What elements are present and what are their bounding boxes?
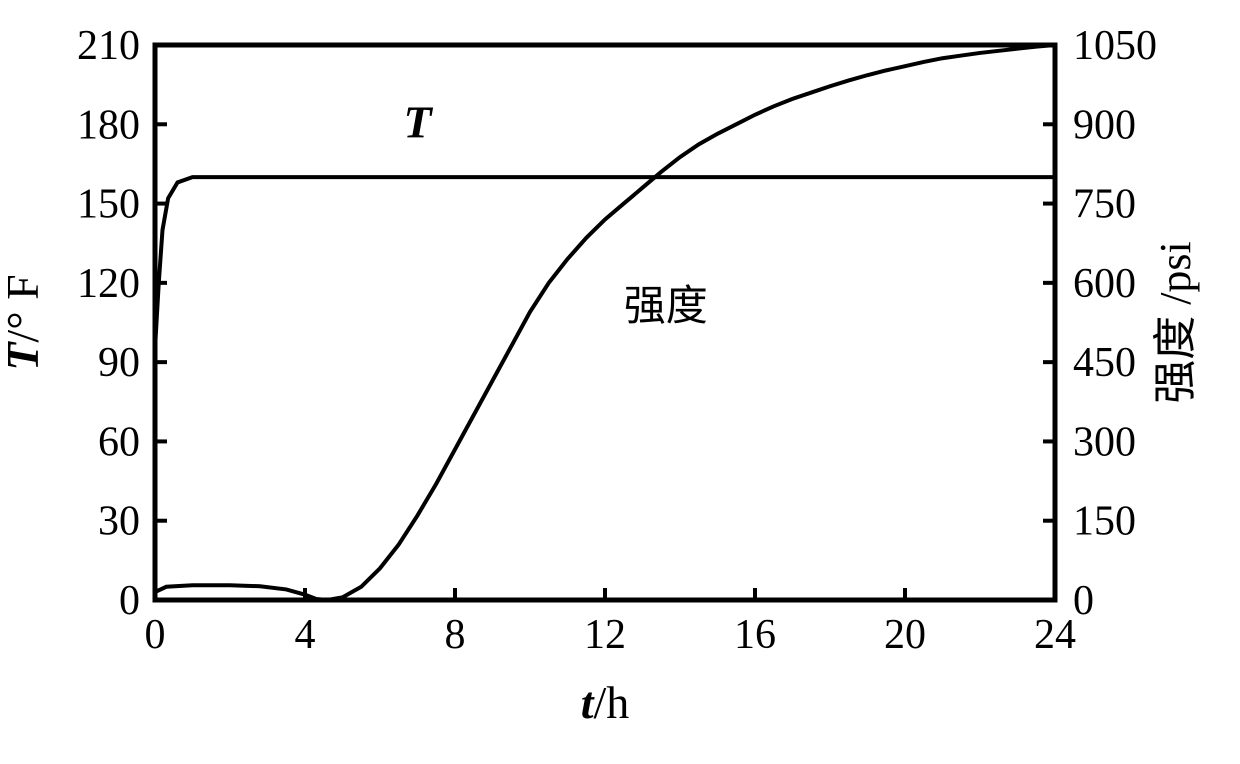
chart-container: 0481216202403060901201501802100150300450… xyxy=(0,0,1240,764)
y-right-tick-label: 0 xyxy=(1073,578,1094,624)
y-left-tick-label: 60 xyxy=(98,419,140,465)
x-tick-label: 24 xyxy=(1034,612,1076,658)
y-left-tick-label: 0 xyxy=(119,578,140,624)
x-tick-label: 0 xyxy=(145,612,166,658)
y-right-axis-title: 强度 /psi xyxy=(1151,241,1200,404)
y-left-tick-label: 210 xyxy=(77,23,140,69)
y-left-tick-label: 150 xyxy=(77,182,140,228)
y-right-tick-label: 900 xyxy=(1073,102,1136,148)
y-left-axis-title: T/° F xyxy=(0,274,48,370)
y-right-tick-label: 300 xyxy=(1073,419,1136,465)
y-left-tick-label: 180 xyxy=(77,102,140,148)
series-T-curve xyxy=(155,177,1055,349)
chart-svg: 0481216202403060901201501802100150300450… xyxy=(0,0,1240,764)
x-tick-label: 4 xyxy=(295,612,316,658)
x-axis-title: t/h xyxy=(581,677,630,728)
y-left-tick-label: 120 xyxy=(77,261,140,307)
y-right-tick-label: 1050 xyxy=(1073,23,1157,69)
y-right-tick-label: 750 xyxy=(1073,182,1136,228)
y-right-tick-label: 450 xyxy=(1073,340,1136,386)
x-tick-label: 20 xyxy=(884,612,926,658)
y-left-tick-label: 90 xyxy=(98,340,140,386)
series-strength-curve xyxy=(155,45,1055,600)
series-strength-label: 强度 xyxy=(624,284,708,330)
series-T-label: T xyxy=(403,97,433,148)
x-tick-label: 16 xyxy=(734,612,776,658)
plot-border xyxy=(155,45,1055,600)
x-tick-label: 8 xyxy=(445,612,466,658)
y-right-tick-label: 150 xyxy=(1073,499,1136,545)
x-tick-label: 12 xyxy=(584,612,626,658)
y-left-tick-label: 30 xyxy=(98,499,140,545)
y-right-tick-label: 600 xyxy=(1073,261,1136,307)
